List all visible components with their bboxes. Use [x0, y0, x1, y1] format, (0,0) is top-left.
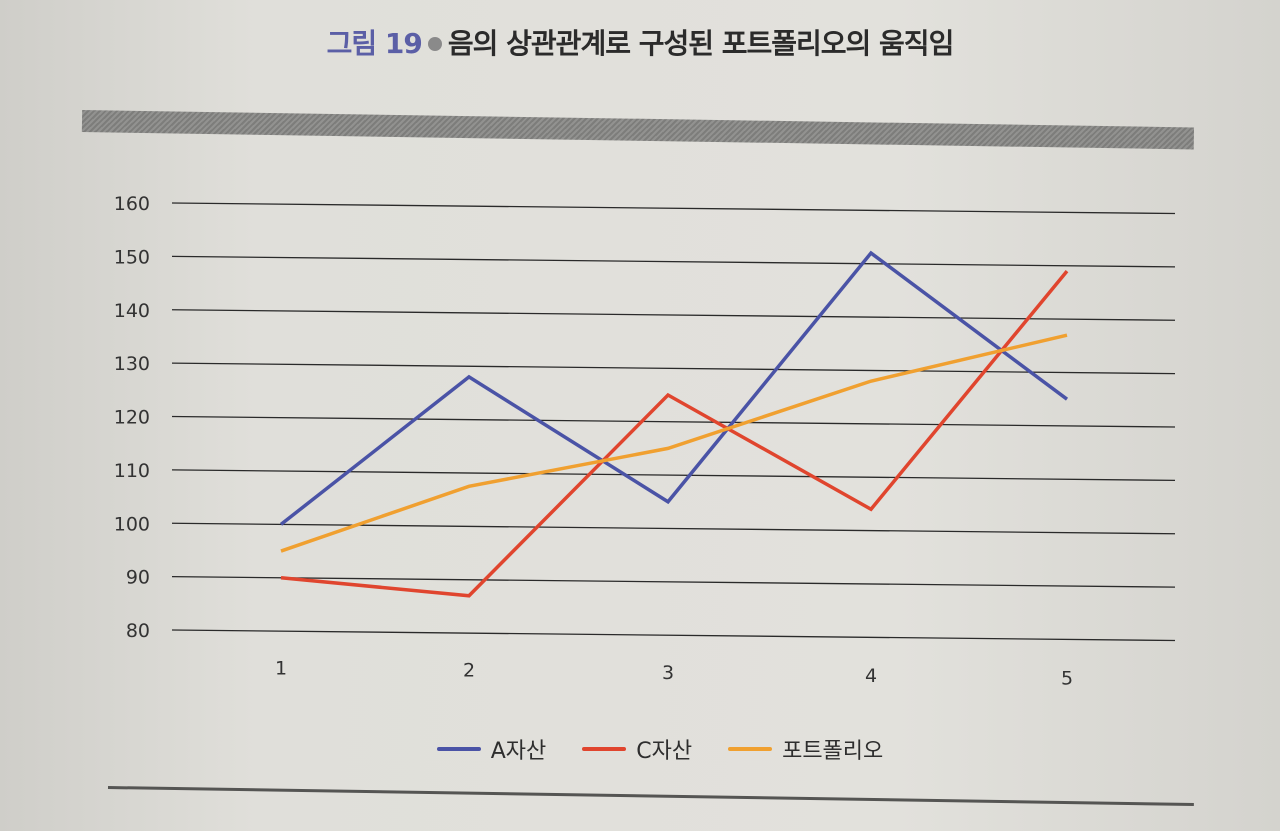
- x-tick-label: 4: [865, 665, 877, 687]
- y-tick-label: 100: [114, 513, 150, 535]
- bullet-dot-icon: [427, 36, 442, 51]
- y-tick-label: 110: [114, 460, 150, 482]
- y-tick-label: 130: [114, 353, 150, 375]
- legend-item-3: 포트폴리오: [728, 733, 883, 765]
- y-tick-label: 150: [114, 246, 150, 268]
- series-line-1: [279, 250, 1069, 526]
- series-line-3: [280, 333, 1068, 553]
- y-axis-ticks: 80 90 100 110 120 130 140 150 160: [114, 193, 150, 642]
- x-tick-label: 3: [662, 662, 674, 684]
- y-tick-label: 120: [114, 407, 150, 429]
- gridline-160: [171, 202, 1176, 215]
- x-tick-label: 5: [1061, 667, 1073, 689]
- legend-swatch: [582, 747, 627, 751]
- legend-swatch: [728, 747, 773, 751]
- gridline-80: [171, 629, 1176, 642]
- legend-swatch: [436, 747, 481, 751]
- y-tick-label: 90: [126, 567, 150, 589]
- figure-title: 그림 19 음의 상관관계로 구성된 포트폴리오의 움직임: [0, 22, 1280, 62]
- legend-label: A자산: [490, 739, 547, 764]
- series-lines: [279, 250, 1069, 598]
- gridline-100: [171, 522, 1176, 535]
- legend-label: C자산: [636, 739, 693, 764]
- y-tick-label: 160: [114, 193, 150, 215]
- legend-item-1: A자산: [436, 733, 547, 765]
- y-tick-label: 80: [126, 620, 150, 642]
- x-tick-label: 1: [275, 657, 287, 679]
- gridline-130: [171, 362, 1176, 375]
- gridlines: [171, 202, 1176, 642]
- gridline-140: [171, 309, 1176, 321]
- figure-title-text: 음의 상관관계로 구성된 포트폴리오의 움직임: [447, 27, 954, 60]
- x-tick-label: 2: [463, 660, 475, 682]
- x-axis-ticks: 1 2 3 4 5: [275, 657, 1073, 689]
- chart-legend: A자산 C자산 포트폴리오: [0, 733, 1280, 765]
- gridline-120: [171, 415, 1176, 428]
- gridline-150: [171, 255, 1176, 268]
- legend-label: 포트폴리오: [782, 739, 884, 764]
- gridline-110: [171, 469, 1176, 482]
- y-tick-label: 140: [114, 300, 150, 322]
- gridline-90: [171, 575, 1176, 588]
- legend-item-2: C자산: [582, 733, 692, 765]
- figure-label: 그림 19: [326, 27, 423, 60]
